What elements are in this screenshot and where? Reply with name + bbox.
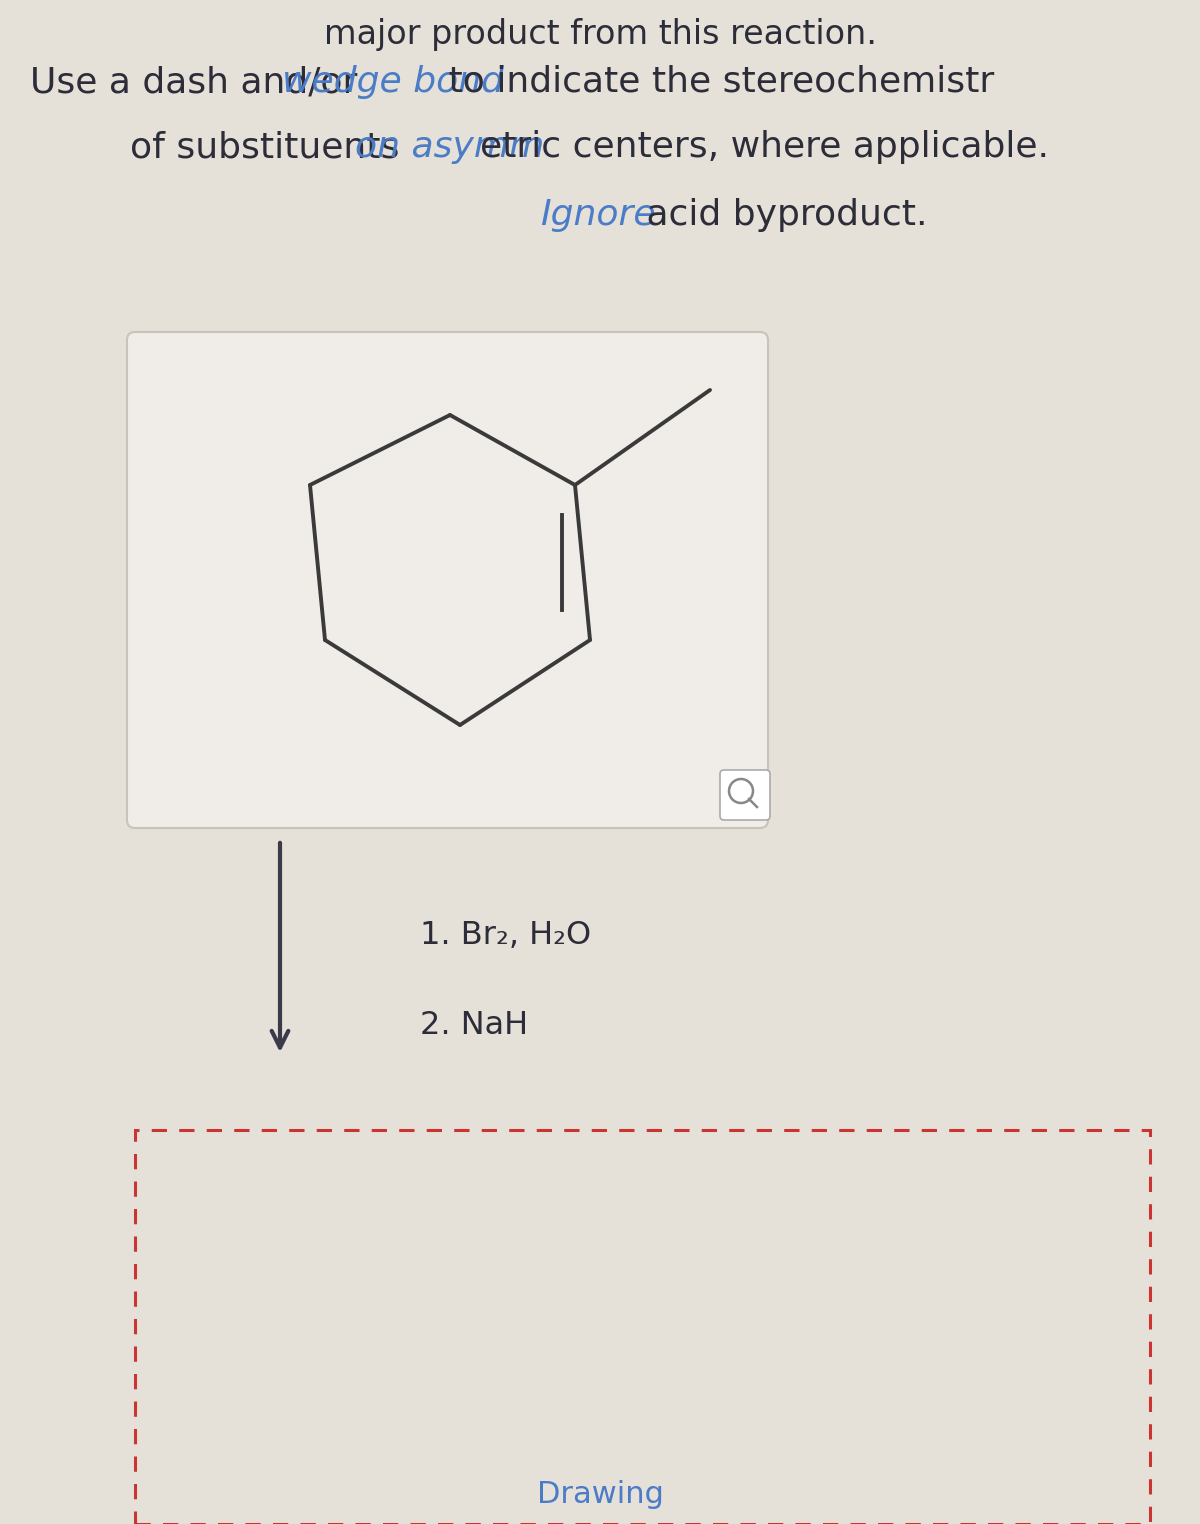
Text: 1. Br₂, H₂O: 1. Br₂, H₂O [420, 920, 592, 951]
Text: wedge bond: wedge bond [282, 66, 504, 99]
Text: etric centers, where applicable.: etric centers, where applicable. [480, 130, 1049, 165]
Text: to indicate the stereochemistr: to indicate the stereochemistr [437, 66, 995, 99]
Text: acid byproduct.: acid byproduct. [635, 198, 928, 232]
FancyBboxPatch shape [127, 332, 768, 828]
FancyBboxPatch shape [720, 770, 770, 820]
Text: of substituents: of substituents [130, 130, 410, 165]
Text: Use a dash and/or: Use a dash and/or [30, 66, 368, 99]
Text: Drawing: Drawing [536, 1480, 664, 1509]
Text: 2. NaH: 2. NaH [420, 1010, 528, 1041]
Text: on asymm: on asymm [355, 130, 545, 165]
Text: Ignore: Ignore [540, 198, 655, 232]
Text: major product from this reaction.: major product from this reaction. [324, 18, 876, 50]
